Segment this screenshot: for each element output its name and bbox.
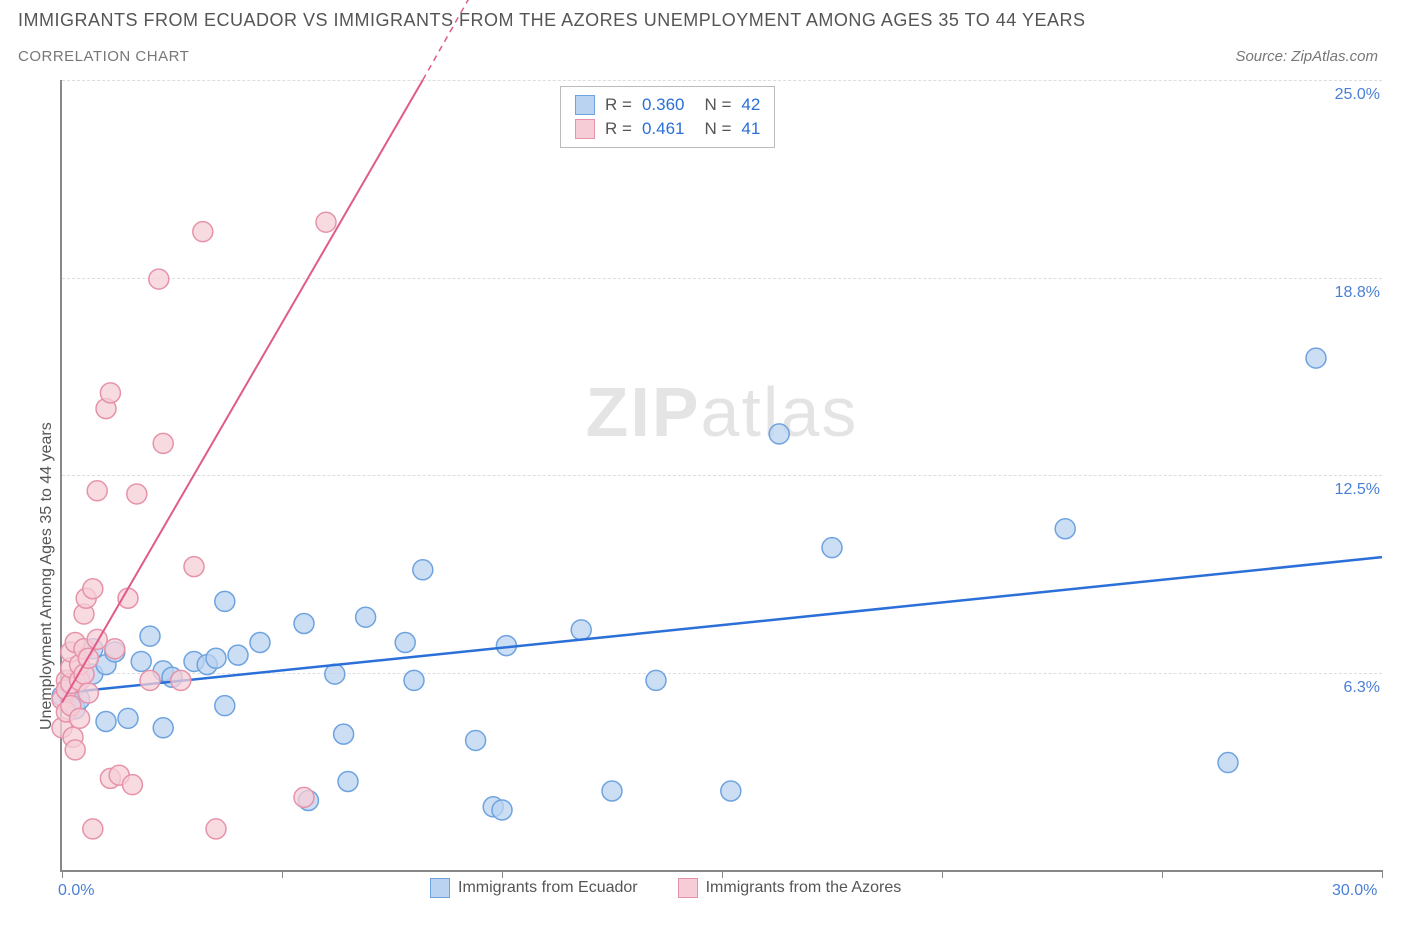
data-point xyxy=(769,424,789,444)
data-point xyxy=(492,800,512,820)
data-point xyxy=(215,696,235,716)
stats-row: R = 0.461 N = 41 xyxy=(575,117,760,141)
data-point xyxy=(316,212,336,232)
stats-row: R = 0.360 N = 42 xyxy=(575,93,760,117)
data-point xyxy=(140,670,160,690)
stat-r: 0.461 xyxy=(642,119,685,139)
data-point xyxy=(395,632,415,652)
data-point xyxy=(78,683,98,703)
data-point xyxy=(338,772,358,792)
data-point xyxy=(404,670,424,690)
data-point xyxy=(118,588,138,608)
legend-swatch xyxy=(575,95,595,115)
data-point xyxy=(1218,753,1238,773)
trend-line xyxy=(62,557,1382,693)
chart-plot-area: ZIPatlas xyxy=(60,80,1382,872)
data-point xyxy=(721,781,741,801)
legend-swatch xyxy=(430,878,450,898)
page-title: IMMIGRANTS FROM ECUADOR VS IMMIGRANTS FR… xyxy=(18,10,1086,31)
data-point xyxy=(1306,348,1326,368)
stat-label: N = xyxy=(704,119,731,139)
data-point xyxy=(1055,519,1075,539)
data-point xyxy=(96,711,116,731)
data-point xyxy=(325,664,345,684)
data-point xyxy=(87,481,107,501)
y-axis-title: Unemployment Among Ages 35 to 44 years xyxy=(38,422,56,730)
data-point xyxy=(193,222,213,242)
x-tick xyxy=(722,870,723,878)
legend-item: Immigrants from Ecuador xyxy=(430,878,638,898)
stat-n: 41 xyxy=(741,119,760,139)
stat-label: R = xyxy=(605,119,632,139)
x-tick xyxy=(942,870,943,878)
x-tick xyxy=(1382,870,1383,878)
legend-swatch xyxy=(575,119,595,139)
x-tick xyxy=(62,870,63,878)
legend-bottom: Immigrants from Ecuador Immigrants from t… xyxy=(430,878,901,898)
data-point xyxy=(294,614,314,634)
stat-label: R = xyxy=(605,95,632,115)
legend-label: Immigrants from the Azores xyxy=(706,879,902,897)
data-point xyxy=(356,607,376,627)
data-point xyxy=(206,819,226,839)
data-point xyxy=(171,670,191,690)
x-axis-max-label: 30.0% xyxy=(1332,882,1377,900)
data-point xyxy=(215,591,235,611)
data-point xyxy=(149,269,169,289)
data-point xyxy=(228,645,248,665)
data-point xyxy=(131,651,151,671)
data-point xyxy=(70,708,90,728)
data-point xyxy=(184,557,204,577)
x-axis-min-label: 0.0% xyxy=(58,882,94,900)
data-point xyxy=(100,383,120,403)
data-point xyxy=(122,775,142,795)
source-credit: Source: ZipAtlas.com xyxy=(1235,48,1378,65)
data-point xyxy=(140,626,160,646)
data-point xyxy=(466,730,486,750)
data-point xyxy=(153,718,173,738)
data-point xyxy=(83,819,103,839)
stat-r: 0.360 xyxy=(642,95,685,115)
data-point xyxy=(105,639,125,659)
data-point xyxy=(83,579,103,599)
data-point xyxy=(822,538,842,558)
data-point xyxy=(118,708,138,728)
chart-svg xyxy=(62,80,1382,870)
stat-n: 42 xyxy=(741,95,760,115)
chart-subtitle: CORRELATION CHART xyxy=(18,48,189,65)
legend-label: Immigrants from Ecuador xyxy=(458,879,638,897)
data-point xyxy=(250,632,270,652)
correlation-stats-box: R = 0.360 N = 42 R = 0.461 N = 41 xyxy=(560,86,775,148)
data-point xyxy=(153,433,173,453)
legend-item: Immigrants from the Azores xyxy=(678,878,902,898)
stat-label: N = xyxy=(704,95,731,115)
x-tick xyxy=(282,870,283,878)
x-tick xyxy=(502,870,503,878)
data-point xyxy=(334,724,354,744)
data-point xyxy=(294,787,314,807)
data-point xyxy=(413,560,433,580)
data-point xyxy=(127,484,147,504)
data-point xyxy=(646,670,666,690)
data-point xyxy=(65,740,85,760)
data-point xyxy=(87,629,107,649)
data-point xyxy=(206,648,226,668)
legend-swatch xyxy=(678,878,698,898)
x-tick xyxy=(1162,870,1163,878)
data-point xyxy=(602,781,622,801)
data-point xyxy=(571,620,591,640)
